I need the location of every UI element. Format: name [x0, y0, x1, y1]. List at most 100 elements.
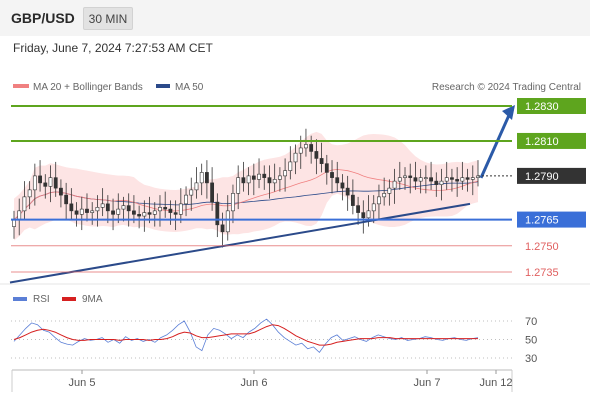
candle-body: [465, 177, 470, 180]
candle-body: [137, 214, 142, 217]
level-tag-1-2830: [517, 98, 586, 114]
candle-body: [215, 201, 220, 226]
candle-body: [79, 208, 84, 215]
candle-body: [236, 177, 241, 194]
candle-body: [257, 173, 261, 180]
candle-body: [288, 161, 293, 171]
x-tick-label: Jun 7: [414, 377, 441, 389]
candle-body: [366, 210, 371, 219]
candle-body: [168, 208, 173, 213]
candle-body: [298, 147, 303, 154]
candle-body: [22, 196, 27, 212]
level-label-1-2750: 1.2750: [525, 241, 559, 253]
rsi-tick-label: 30: [525, 353, 537, 365]
candle-body: [204, 172, 209, 184]
x-tick-label: Jun 6: [241, 377, 268, 389]
candle-body: [126, 205, 131, 212]
candle-body: [408, 175, 413, 178]
candle-body: [335, 177, 340, 184]
candle-body: [199, 172, 204, 184]
price-plot: [9, 105, 515, 284]
ma20-line: [13, 169, 479, 220]
candle-body: [382, 193, 387, 198]
ma20-legend-swatch: [13, 84, 29, 88]
candle-body: [116, 208, 121, 215]
candle-body: [377, 196, 381, 205]
candle-body: [69, 203, 74, 212]
candle-body: [350, 194, 355, 206]
candle-body: [132, 210, 136, 215]
rsi-ma9-line: [13, 324, 478, 346]
candle-body: [444, 177, 449, 182]
candle-body: [59, 187, 63, 196]
candle-body: [90, 210, 95, 213]
candle-body: [455, 179, 460, 182]
ma50-legend-label: MA 50: [175, 82, 204, 93]
candle-body: [142, 212, 147, 217]
candle-body: [184, 194, 188, 205]
credit-text: Research © 2024 Trading Central: [432, 82, 581, 93]
candle-body: [429, 177, 433, 182]
level-tag-1-2790: [517, 167, 586, 184]
candle-body: [309, 144, 314, 152]
candle-body: [392, 180, 397, 189]
level-label-1-2735: 1.2735: [525, 267, 559, 279]
candle-body: [434, 180, 439, 185]
levels-layer: 1.2830 1.2810 1.2790 1.2765 1.2750 1.2735: [11, 98, 586, 279]
candle-body: [262, 173, 267, 178]
candle-body: [12, 219, 16, 227]
candle-body: [158, 207, 162, 212]
candle-body: [460, 177, 465, 182]
level-tag-1-2765: [517, 211, 586, 228]
x-tick-label: Jun 5: [69, 377, 96, 389]
rsi-legend-label: RSI: [33, 294, 50, 305]
candle-body: [330, 172, 334, 178]
candle-body: [361, 212, 366, 219]
candle-body: [173, 212, 178, 215]
candle-body: [397, 177, 402, 182]
x-tick-label: Jun 12: [479, 377, 512, 389]
candle-body: [27, 189, 32, 198]
pair-title: GBP/USD: [11, 10, 75, 26]
rsi-plot: 70 50 30: [11, 316, 537, 365]
candle-body: [283, 170, 288, 177]
candle-body: [32, 175, 37, 191]
candle-body: [64, 194, 69, 205]
candle-body: [272, 179, 277, 184]
candle-body: [277, 175, 282, 180]
candle-body: [225, 210, 230, 233]
candle-body: [304, 144, 308, 149]
candle-body: [111, 210, 115, 215]
projection-arrow-head: [502, 105, 515, 120]
ma20-legend-label: MA 20 + Bollinger Bands: [33, 82, 143, 93]
candle-body: [85, 208, 89, 213]
candle-body: [152, 210, 157, 215]
candle-body: [387, 187, 392, 194]
x-axis-labels: Jun 5 Jun 6 Jun 7 Jun 12: [69, 370, 513, 389]
candle-body: [450, 177, 454, 180]
candle-body: [17, 210, 22, 220]
trendline: [9, 202, 471, 284]
candle-body: [121, 205, 126, 210]
candle-body: [439, 180, 444, 185]
ma9-legend-swatch: [62, 297, 76, 301]
chart-header: GBP/USD 30 MIN: [0, 0, 590, 36]
level-tag-label: 1.2830: [525, 101, 559, 113]
level-tag-1-2810: [517, 132, 586, 149]
candle-body: [470, 177, 475, 180]
candle-body: [340, 182, 345, 189]
candle-body: [100, 203, 105, 208]
candle-body: [194, 182, 199, 191]
candle-body: [345, 187, 350, 196]
candle-body: [314, 151, 319, 159]
candle-body: [178, 203, 183, 215]
ma9-legend-label: 9MA: [82, 294, 103, 305]
candle-body: [163, 207, 168, 210]
candle-body: [246, 175, 251, 184]
ma50-legend-swatch: [156, 84, 170, 88]
timeframe-button[interactable]: 30 MIN: [83, 7, 133, 30]
candle-body: [267, 177, 272, 184]
candle-body: [74, 210, 79, 215]
candle-body: [423, 177, 428, 179]
